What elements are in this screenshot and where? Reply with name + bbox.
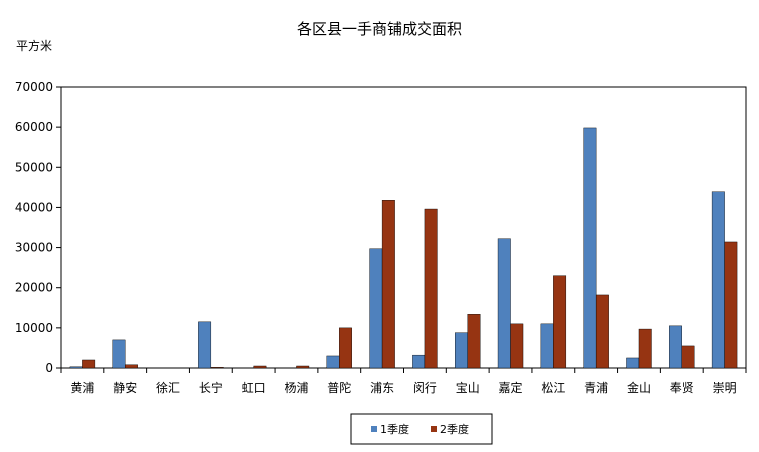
- y-tick-label: 30000: [15, 241, 53, 255]
- x-tick-label: 嘉定: [499, 380, 523, 395]
- bar: [626, 357, 640, 369]
- bar: [339, 327, 352, 369]
- bar: [381, 200, 395, 369]
- y-axis-unit-label: 平方米: [16, 39, 53, 53]
- bar: [326, 355, 340, 369]
- bar: [638, 328, 652, 369]
- bar: [455, 332, 468, 369]
- bar: [369, 248, 383, 369]
- x-tick-label: 崇明: [713, 381, 737, 395]
- x-tick-label: 虹口: [242, 381, 266, 395]
- x-tick-label: 长宁: [199, 380, 223, 395]
- x-tick-label: 松江: [541, 381, 565, 395]
- y-axis: 0 10000 20000 30000 40000 50000 60000 70000: [15, 80, 61, 375]
- x-tick-label: 杨浦: [284, 380, 308, 395]
- bar: [497, 238, 511, 369]
- bar: [210, 366, 224, 369]
- y-tick-label: 0: [45, 361, 53, 375]
- y-tick-label: 60000: [15, 120, 53, 134]
- bar: [553, 275, 567, 369]
- legend-label: 2季度: [440, 422, 469, 436]
- plot-border: [60, 86, 747, 369]
- legend-swatch: [371, 426, 377, 432]
- bar: [296, 365, 310, 369]
- y-tick-label: 70000: [15, 80, 53, 94]
- bar: [540, 323, 554, 369]
- plot-area: [60, 86, 747, 369]
- x-tick-label: 宝山: [456, 381, 480, 395]
- y-tick-label: 40000: [15, 200, 53, 214]
- bars: [69, 127, 738, 369]
- bar: [112, 339, 126, 369]
- legend-label: 1季度: [380, 422, 409, 436]
- bar: [467, 314, 481, 369]
- x-axis: 黄浦 静安 徐汇 长宁 虹口 杨浦 普陀 浦东 闵行 宝山 嘉定 松江 青浦 金山 奉贤 崇明: [60, 368, 747, 395]
- x-tick-label: 闵行: [413, 380, 437, 395]
- legend: 1季度 2季度: [350, 413, 493, 445]
- x-tick-label: 青浦: [584, 381, 608, 395]
- bar: [711, 191, 725, 369]
- bar: [198, 321, 212, 369]
- bar: [412, 354, 426, 369]
- bar: [125, 364, 138, 369]
- x-tick-label: 奉贤: [670, 381, 694, 395]
- legend-swatch: [431, 426, 437, 432]
- bar: [82, 359, 96, 369]
- bar: [510, 323, 524, 369]
- x-tick-label: 黄浦: [70, 381, 94, 395]
- x-tick-label: 金山: [627, 380, 651, 395]
- bar: [681, 345, 695, 369]
- y-tick-label: 20000: [15, 281, 53, 295]
- bar: [424, 208, 438, 369]
- x-tick-label: 浦东: [370, 381, 394, 395]
- bar: [69, 366, 83, 369]
- bar: [253, 365, 267, 369]
- y-tick-label: 50000: [15, 160, 53, 174]
- bar: [583, 127, 597, 369]
- chart-title: 各区县一手商铺成交面积: [296, 20, 462, 38]
- x-tick-label: 静安: [113, 380, 137, 395]
- x-tick-label: 普陀: [327, 380, 351, 395]
- x-tick-label: 徐汇: [156, 380, 180, 395]
- y-tick-label: 10000: [15, 321, 53, 335]
- bar: [595, 294, 609, 369]
- bar: [724, 241, 738, 369]
- bar: [669, 325, 682, 369]
